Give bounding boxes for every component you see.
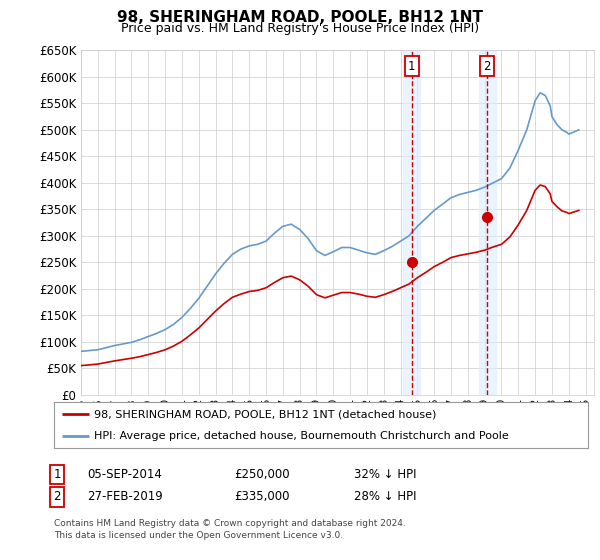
Text: 2: 2 bbox=[484, 60, 491, 73]
Bar bbox=[403, 50, 420, 395]
Text: 28% ↓ HPI: 28% ↓ HPI bbox=[354, 490, 416, 503]
Text: HPI: Average price, detached house, Bournemouth Christchurch and Poole: HPI: Average price, detached house, Bour… bbox=[94, 431, 509, 441]
Text: 98, SHERINGHAM ROAD, POOLE, BH12 1NT: 98, SHERINGHAM ROAD, POOLE, BH12 1NT bbox=[117, 10, 483, 25]
Text: Price paid vs. HM Land Registry's House Price Index (HPI): Price paid vs. HM Land Registry's House … bbox=[121, 22, 479, 35]
Text: 1: 1 bbox=[53, 468, 61, 481]
Text: This data is licensed under the Open Government Licence v3.0.: This data is licensed under the Open Gov… bbox=[54, 531, 343, 540]
Text: 27-FEB-2019: 27-FEB-2019 bbox=[87, 490, 163, 503]
Text: Contains HM Land Registry data © Crown copyright and database right 2024.: Contains HM Land Registry data © Crown c… bbox=[54, 519, 406, 528]
Text: 05-SEP-2014: 05-SEP-2014 bbox=[87, 468, 162, 481]
Bar bbox=[479, 50, 496, 395]
Text: 98, SHERINGHAM ROAD, POOLE, BH12 1NT (detached house): 98, SHERINGHAM ROAD, POOLE, BH12 1NT (de… bbox=[94, 409, 436, 419]
Text: 1: 1 bbox=[408, 60, 416, 73]
Text: £250,000: £250,000 bbox=[234, 468, 290, 481]
Text: 2: 2 bbox=[53, 490, 61, 503]
Text: £335,000: £335,000 bbox=[234, 490, 290, 503]
Text: 32% ↓ HPI: 32% ↓ HPI bbox=[354, 468, 416, 481]
